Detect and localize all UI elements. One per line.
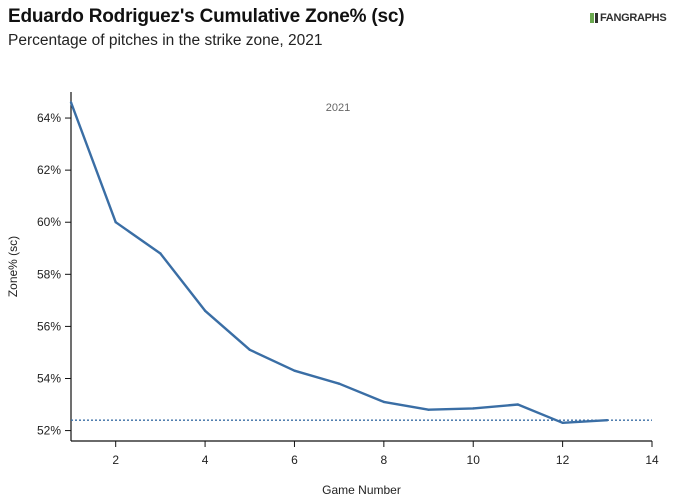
data-point xyxy=(69,101,73,104)
series-group xyxy=(69,101,609,424)
fangraphs-logo: FANGRAPHS xyxy=(590,12,667,24)
x-tick-label: 14 xyxy=(645,453,659,467)
data-point xyxy=(337,382,341,385)
chart-axes xyxy=(70,92,652,442)
series-line xyxy=(69,101,608,424)
y-tick-label: 54% xyxy=(37,371,61,385)
data-point xyxy=(606,418,609,422)
y-axis-title: Zone% (sc) xyxy=(6,236,20,297)
logo-text: FANGRAPHS xyxy=(600,12,667,24)
y-tick-label: 60% xyxy=(37,215,61,229)
x-tick-label: 12 xyxy=(556,453,570,467)
data-point xyxy=(382,400,386,404)
chart-subtitle: Percentage of pitches in the strike zone… xyxy=(8,32,323,49)
panel-label: 2021 xyxy=(326,102,350,114)
data-point xyxy=(114,221,117,224)
y-tick-label: 56% xyxy=(37,319,61,333)
data-point xyxy=(427,408,430,411)
x-tick-label: 6 xyxy=(291,453,298,467)
logo-icon xyxy=(590,13,599,23)
x-axis-title: Game Number xyxy=(322,483,401,497)
data-point xyxy=(248,348,251,352)
chart-ticks: 52% 54% 56% 58% 60% 62% 64% 2 4 6 8 10 12 14 xyxy=(37,111,659,467)
x-tick-label: 2 xyxy=(112,453,119,467)
data-point xyxy=(293,369,296,372)
x-tick-label: 10 xyxy=(467,453,481,467)
data-point xyxy=(472,407,475,410)
data-point xyxy=(516,403,520,406)
y-tick-label: 58% xyxy=(37,267,61,281)
x-tick-label: 8 xyxy=(381,453,388,467)
data-point xyxy=(561,421,564,424)
x-tick-label: 4 xyxy=(202,453,209,467)
data-point xyxy=(159,252,162,255)
y-tick-label: 64% xyxy=(37,111,61,125)
y-tick-label: 52% xyxy=(37,424,61,438)
y-tick-label: 62% xyxy=(37,163,61,177)
data-point xyxy=(203,309,207,312)
chart-title: Eduardo Rodriguez's Cumulative Zone% (sc… xyxy=(8,6,405,27)
